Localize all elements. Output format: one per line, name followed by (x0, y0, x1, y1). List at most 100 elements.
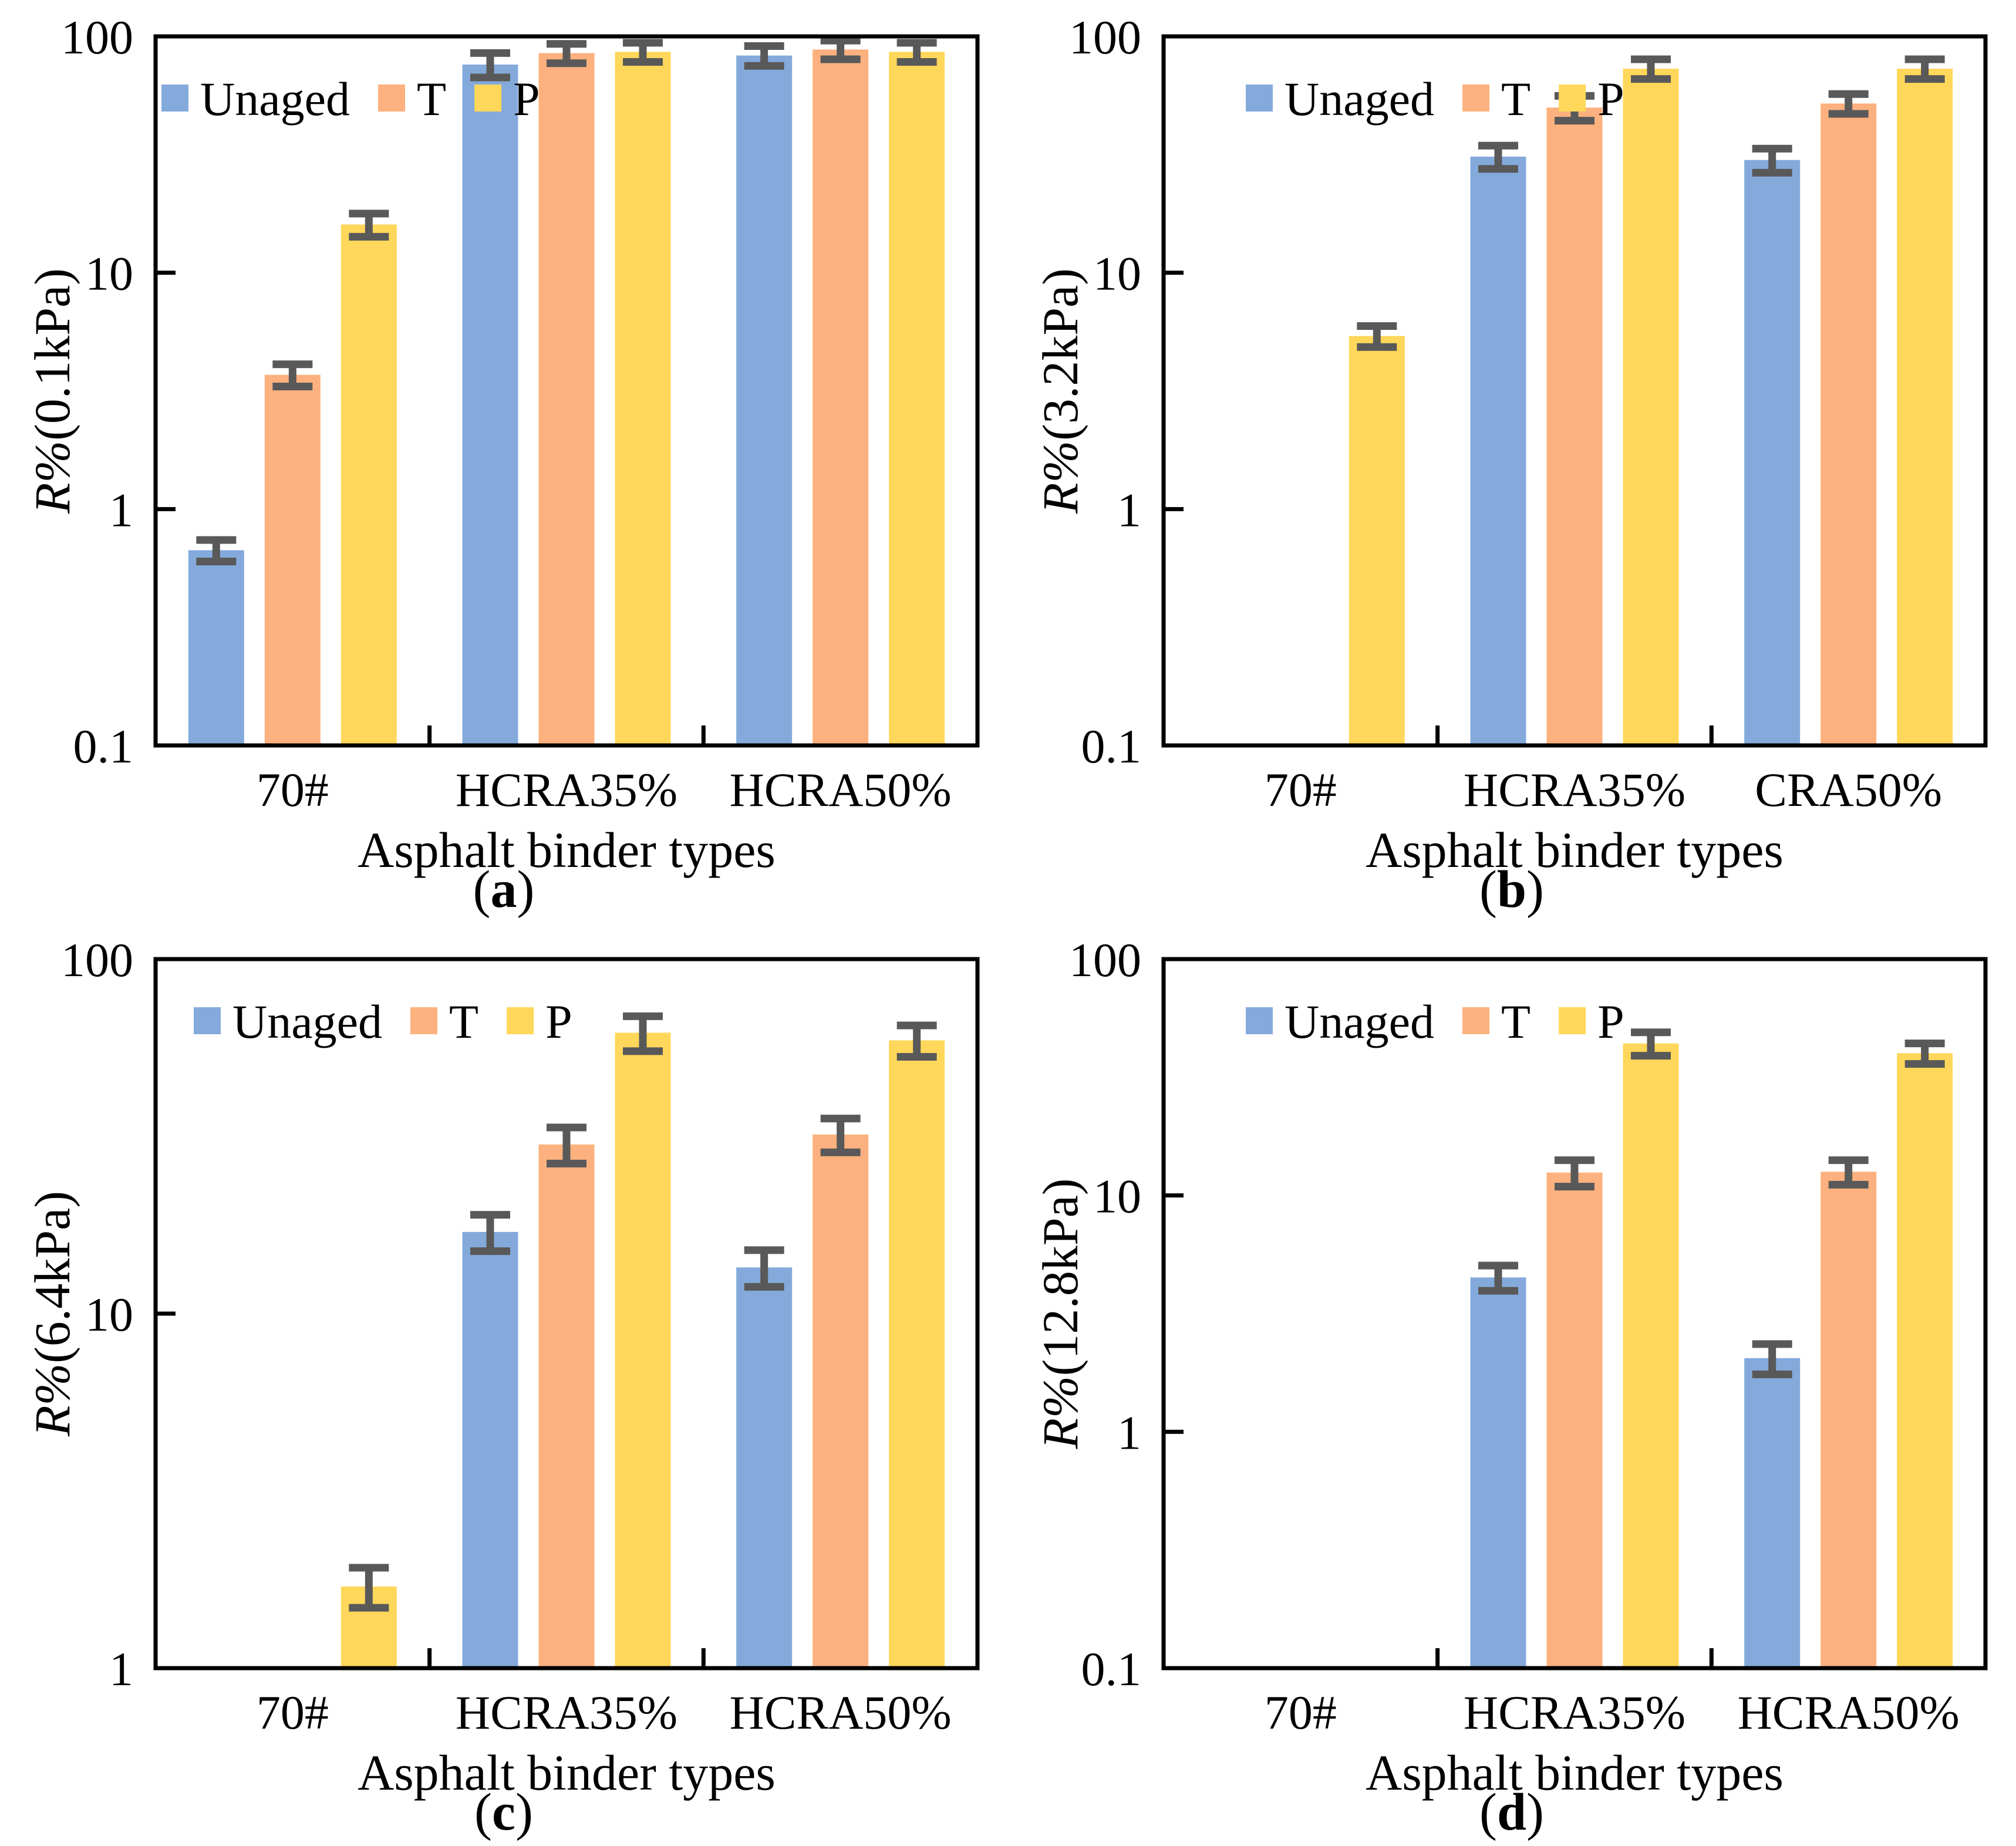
error-bar-p-CRA50% (1904, 55, 1945, 83)
panel-caption: (c) (474, 1783, 533, 1841)
x-category-label: CRA50% (1755, 763, 1942, 816)
legend: Unaged T P (194, 995, 572, 1048)
legend-label: T (1501, 995, 1530, 1048)
bar-unaged-HCRA35% (1470, 156, 1526, 746)
y-axis-title: R%(0.1kPa) (24, 268, 80, 514)
bar-unaged-HCRA35% (1470, 1277, 1526, 1668)
error-bar-t-HCRA35% (547, 40, 586, 68)
bar-p-70# (1349, 336, 1405, 745)
panel-caption: (a) (473, 860, 535, 919)
chart-panel-c: 1 10 100 70# HCRA35% HCRA50% Unaged T P Asphalt b… (24, 933, 980, 1841)
panel-b: 0.1 1 10 100 70# HCRA35% CRA50% Unaged T P Asphalt… (1008, 0, 2016, 923)
legend-swatch-p (474, 85, 502, 112)
legend-swatch-unaged (161, 85, 188, 112)
bar-unaged-HCRA35% (462, 1231, 518, 1668)
bar-unaged-HCRA50% (736, 55, 793, 745)
legend-label: Unaged (232, 995, 382, 1048)
bar-p-HCRA35% (615, 52, 671, 746)
bar-p-HCRA50% (889, 52, 945, 746)
y-tick-label: 1 (109, 1642, 133, 1696)
legend-swatch-unaged (1246, 1007, 1273, 1034)
x-category-label: HCRA35% (1464, 763, 1685, 816)
bar-p-HCRA35% (615, 1032, 671, 1668)
y-tick-label: 10 (85, 247, 133, 301)
x-category-label: 70# (257, 763, 329, 816)
legend-label: Unaged (1285, 995, 1434, 1048)
bar-unaged-70# (188, 550, 244, 745)
legend-label: P (513, 72, 540, 126)
error-bar-unaged-70# (196, 536, 237, 566)
legend: Unaged T P (161, 72, 540, 126)
error-bar-unaged-HCRA35% (1478, 1261, 1518, 1295)
error-bar-t-HCRA50% (1828, 1156, 1869, 1189)
bar-t-70# (264, 374, 321, 745)
error-bar-p-HCRA50% (896, 39, 937, 66)
legend-label: Unaged (200, 72, 350, 126)
y-tick-label: 1 (1117, 1406, 1141, 1459)
error-bar-t-HCRA35% (547, 1123, 586, 1167)
error-bar-t-HCRA50% (820, 1115, 861, 1156)
bar-p-HCRA35% (1623, 1043, 1679, 1668)
error-bar-unaged-CRA50% (1752, 144, 1792, 177)
x-category-label: 70# (257, 1686, 329, 1739)
y-tick-label: 100 (1069, 933, 1141, 987)
chart-panel-a: 0.1 1 10 100 70# HCRA35% HCRA50% Unaged T P Asphal… (24, 11, 980, 919)
legend-swatch-unaged (194, 1007, 221, 1034)
plot-border (153, 34, 980, 748)
legend-label: T (417, 72, 446, 126)
bar-unaged-HCRA50% (1744, 1358, 1801, 1668)
error-bar-t-HCRA50% (820, 36, 861, 63)
y-axis-title: R%(6.4kPa) (24, 1191, 80, 1437)
y-tick-label: 1 (109, 483, 133, 536)
legend-swatch-t (1462, 1007, 1490, 1034)
panel-caption: (b) (1479, 860, 1544, 919)
x-axis-title: Asphalt binder types (1366, 822, 1784, 878)
bar-unaged-HCRA35% (462, 64, 518, 745)
bar-p-HCRA50% (889, 1040, 945, 1668)
y-tick-label: 0.1 (1081, 720, 1142, 773)
legend-label: P (1597, 995, 1624, 1048)
y-tick-label: 1 (1117, 483, 1141, 536)
error-bar-p-HCRA35% (1631, 1028, 1671, 1060)
legend-swatch-p (1559, 1007, 1586, 1034)
bar-t-CRA50% (1821, 103, 1877, 746)
legend-label: T (449, 995, 478, 1048)
error-bar-unaged-HCRA35% (470, 49, 510, 82)
y-tick-label: 0.1 (1081, 1642, 1142, 1696)
error-bar-p-HCRA50% (1904, 1040, 1945, 1068)
plot-border (1161, 34, 1988, 748)
panel-c: 1 10 100 70# HCRA35% HCRA50% Unaged T P Asphalt b… (0, 923, 1008, 1845)
legend-label: P (1597, 72, 1624, 126)
error-bar-t-70# (272, 360, 313, 391)
x-category-label: HCRA50% (730, 1686, 952, 1739)
y-axis-title: R%(12.8kPa) (1032, 1179, 1088, 1450)
x-category-label: HCRA35% (1464, 1686, 1685, 1739)
error-bar-unaged-HCRA50% (1752, 1340, 1792, 1378)
error-bar-t-HCRA35% (1555, 1156, 1594, 1191)
y-tick-label: 100 (61, 11, 133, 64)
error-bar-unaged-HCRA50% (744, 42, 784, 70)
panel-a: 0.1 1 10 100 70# HCRA35% HCRA50% Unaged T P Asphal… (0, 0, 1008, 923)
bar-t-HCRA35% (538, 1144, 595, 1668)
y-tick-label: 0.1 (73, 720, 134, 773)
error-bar-p-70# (349, 210, 389, 241)
error-bar-unaged-HCRA35% (470, 1211, 510, 1256)
x-category-label: 70# (1265, 763, 1337, 816)
y-tick-label: 10 (85, 1288, 133, 1341)
x-axis-title: Asphalt binder types (358, 822, 776, 878)
bar-unaged-CRA50% (1744, 160, 1801, 745)
error-bar-p-HCRA35% (623, 39, 663, 66)
bar-unaged-HCRA50% (736, 1267, 793, 1668)
panel-caption: (d) (1479, 1783, 1544, 1841)
legend-swatch-unaged (1246, 85, 1273, 112)
chart-panel-b: 0.1 1 10 100 70# HCRA35% CRA50% Unaged T P Asphalt… (1032, 11, 1988, 919)
x-category-label: HCRA35% (456, 1686, 677, 1739)
error-bar-unaged-HCRA35% (1478, 141, 1518, 173)
plot-border (1161, 957, 1988, 1670)
legend-swatch-p (1559, 85, 1586, 112)
legend: Unaged T P (1246, 72, 1624, 126)
x-category-label: HCRA35% (456, 763, 677, 816)
y-tick-label: 10 (1093, 247, 1141, 301)
x-category-label: HCRA50% (1738, 1686, 1960, 1739)
chart-panel-d: 0.1 1 10 100 70# HCRA35% HCRA50% Unaged T P Asphal… (1032, 933, 1988, 1841)
